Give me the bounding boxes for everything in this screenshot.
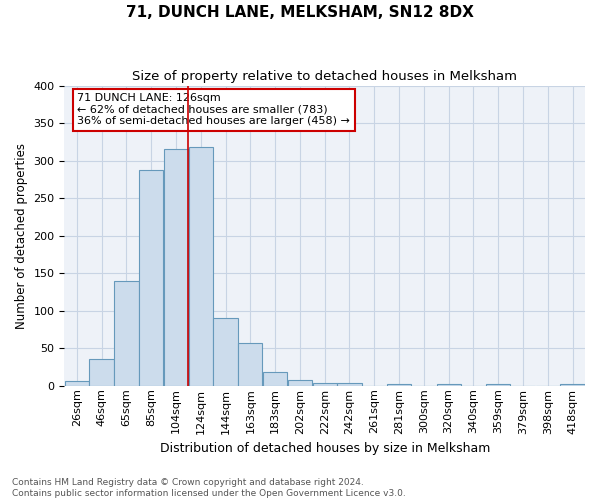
Text: 71, DUNCH LANE, MELKSHAM, SN12 8DX: 71, DUNCH LANE, MELKSHAM, SN12 8DX xyxy=(126,5,474,20)
Bar xyxy=(114,280,139,386)
Bar xyxy=(263,372,287,386)
Bar xyxy=(238,343,262,386)
Bar xyxy=(139,170,163,386)
Bar xyxy=(89,360,114,386)
Text: Contains HM Land Registry data © Crown copyright and database right 2024.
Contai: Contains HM Land Registry data © Crown c… xyxy=(12,478,406,498)
Bar xyxy=(437,384,461,386)
X-axis label: Distribution of detached houses by size in Melksham: Distribution of detached houses by size … xyxy=(160,442,490,455)
Y-axis label: Number of detached properties: Number of detached properties xyxy=(15,142,28,328)
Bar xyxy=(337,383,362,386)
Bar xyxy=(288,380,312,386)
Bar xyxy=(164,150,188,386)
Text: 71 DUNCH LANE: 126sqm
← 62% of detached houses are smaller (783)
36% of semi-det: 71 DUNCH LANE: 126sqm ← 62% of detached … xyxy=(77,93,350,126)
Bar xyxy=(214,318,238,386)
Bar xyxy=(188,147,213,386)
Title: Size of property relative to detached houses in Melksham: Size of property relative to detached ho… xyxy=(132,70,517,83)
Bar xyxy=(486,384,511,386)
Bar xyxy=(387,384,411,386)
Bar xyxy=(560,384,585,386)
Bar xyxy=(313,383,337,386)
Bar xyxy=(65,380,89,386)
